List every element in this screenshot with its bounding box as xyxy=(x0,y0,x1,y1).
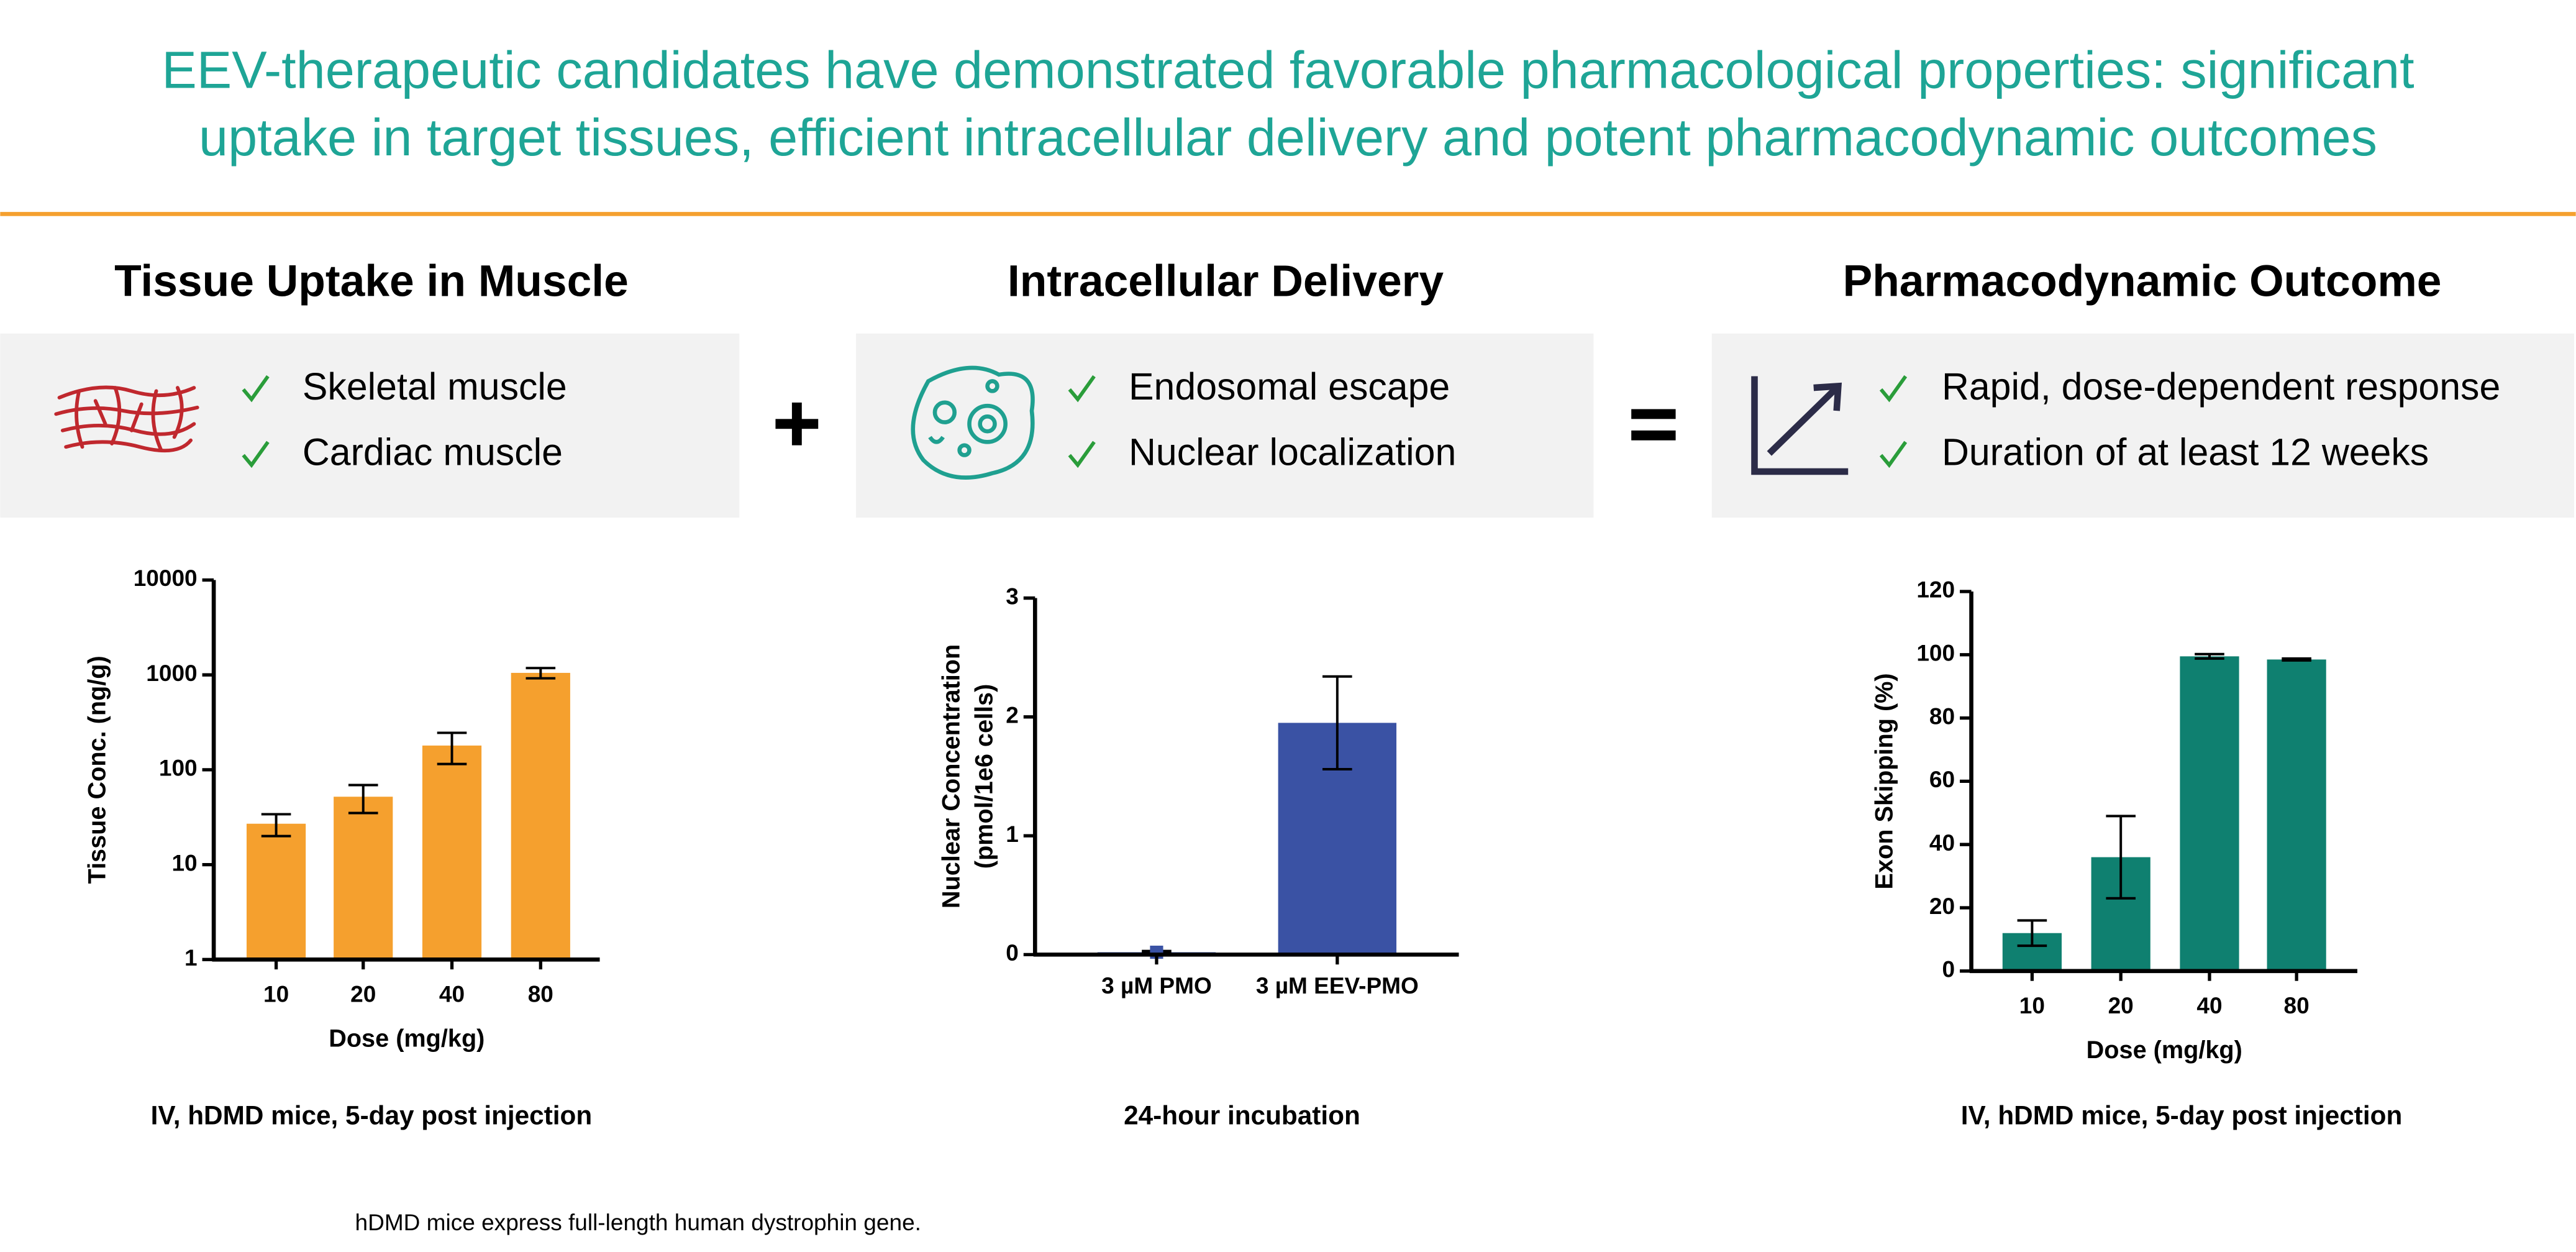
bar xyxy=(2267,659,2326,971)
bullet-text: Cardiac muscle xyxy=(303,431,563,473)
y-tick-label: 1000 xyxy=(146,660,197,686)
check-mark xyxy=(1879,441,1908,468)
x-tick-label: 40 xyxy=(2196,992,2222,1018)
x-tick-label: 80 xyxy=(2284,992,2310,1018)
x-tick-label: 10 xyxy=(2019,992,2045,1018)
y-tick-label: 100 xyxy=(1916,640,1955,666)
error-bar xyxy=(526,667,556,680)
y-tick-label: 0 xyxy=(1006,939,1019,966)
bar xyxy=(511,672,570,960)
y-tick-label: 40 xyxy=(1929,829,1955,856)
y-tick-label: 80 xyxy=(1929,703,1955,729)
x-tick-label: 3 µM PMO xyxy=(1101,972,1212,998)
panel-box xyxy=(1711,333,2575,518)
error-bar xyxy=(261,813,291,838)
y-tick-label: 20 xyxy=(1929,893,1955,919)
plus-sign xyxy=(775,402,819,446)
bullet-text: Rapid, dose-dependent response xyxy=(1942,365,2500,408)
bullets: Skeletal muscle Cardiac muscle Endosomal e… xyxy=(242,365,2500,473)
error-bar xyxy=(2282,657,2311,662)
error-bar xyxy=(1322,675,1352,770)
muscle-icon xyxy=(54,385,199,453)
y-tick-label: 60 xyxy=(1929,766,1955,792)
check-mark xyxy=(1879,375,1908,403)
chart: 1 10 100 1000 10000 10 20 40 80 Dose (mg/kg) Tissu… xyxy=(83,565,600,1130)
panel-box xyxy=(0,333,740,518)
bullet-text: Endosomal escape xyxy=(1129,365,1450,408)
bar xyxy=(422,745,482,960)
chart-caption: IV, hDMD mice, 5-day post injection xyxy=(1961,1100,2403,1130)
x-tick-label: 20 xyxy=(350,980,376,1007)
panel-box xyxy=(856,333,1594,518)
x-tick-label: 3 µM EEV-PMO xyxy=(1256,972,1419,998)
cell-icon xyxy=(911,365,1035,480)
y-tick-label: 10000 xyxy=(134,565,198,591)
title-line: uptake in target tissues, efficient intr… xyxy=(199,107,2377,167)
title-line: EEV-therapeutic candidates have demonstr… xyxy=(162,40,2414,99)
footnote: hDMD mice express full-length human dyst… xyxy=(355,1209,921,1235)
y-tick-label: 120 xyxy=(1916,577,1955,603)
bar xyxy=(246,823,306,960)
y-axis-title: Nuclear Concentration xyxy=(938,644,965,908)
chart-caption: 24-hour incubation xyxy=(1124,1100,1360,1130)
x-tick-label: 20 xyxy=(2108,992,2134,1018)
chart-caption: IV, hDMD mice, 5-day post injection xyxy=(151,1100,593,1130)
check-mark xyxy=(242,375,270,403)
equals-sign xyxy=(1631,409,1676,441)
y-tick-label: 10 xyxy=(171,849,197,875)
growth-icon xyxy=(1751,376,1849,475)
bullet-text: Duration of at least 12 weeks xyxy=(1942,431,2429,473)
x-tick-label: 10 xyxy=(263,980,289,1007)
y-tick-label: 1 xyxy=(184,944,198,971)
chart: 0 1 2 3 3 µM PMO 3 µM EEV-PMO Nuclear Concentr… xyxy=(938,583,1459,1130)
error-bar xyxy=(2106,815,2136,900)
check-mark xyxy=(242,441,270,468)
bullet-text: Skeletal muscle xyxy=(303,365,567,408)
divider xyxy=(0,212,2576,216)
bar xyxy=(334,797,393,960)
error-bar xyxy=(437,731,467,765)
check-mark xyxy=(1068,375,1096,403)
panel-heading: Intracellular Delivery xyxy=(1008,256,1444,306)
y-axis-title: (pmol/1e6 cells) xyxy=(970,684,998,869)
y-axis-title: Tissue Conc. (ng/g) xyxy=(83,656,111,884)
error-bar xyxy=(2017,919,2047,948)
y-tick-label: 1 xyxy=(1006,821,1019,847)
error-bar xyxy=(2195,652,2224,660)
panel-heading: Tissue Uptake in Muscle xyxy=(114,256,629,306)
x-axis-title: Dose (mg/kg) xyxy=(329,1025,485,1052)
x-tick-label: 40 xyxy=(439,980,465,1007)
y-tick-label: 2 xyxy=(1006,702,1019,728)
y-tick-label: 0 xyxy=(1942,956,1955,982)
y-tick-label: 3 xyxy=(1006,583,1019,609)
chart: 0 20 40 60 80 100 120 10 20 40 80 Dose (mg/kg) Exon … xyxy=(1871,577,2403,1130)
x-axis-title: Dose (mg/kg) xyxy=(2087,1036,2242,1064)
panel-heading: Pharmacodynamic Outcome xyxy=(1843,256,2442,306)
bullet-text: Nuclear localization xyxy=(1129,431,1456,473)
error-bar xyxy=(348,784,378,815)
x-tick-label: 80 xyxy=(528,980,553,1007)
bar xyxy=(2180,656,2239,971)
y-axis-title: Exon Skipping (%) xyxy=(1871,673,1898,889)
check-mark xyxy=(1068,441,1096,468)
y-tick-label: 100 xyxy=(159,755,198,781)
